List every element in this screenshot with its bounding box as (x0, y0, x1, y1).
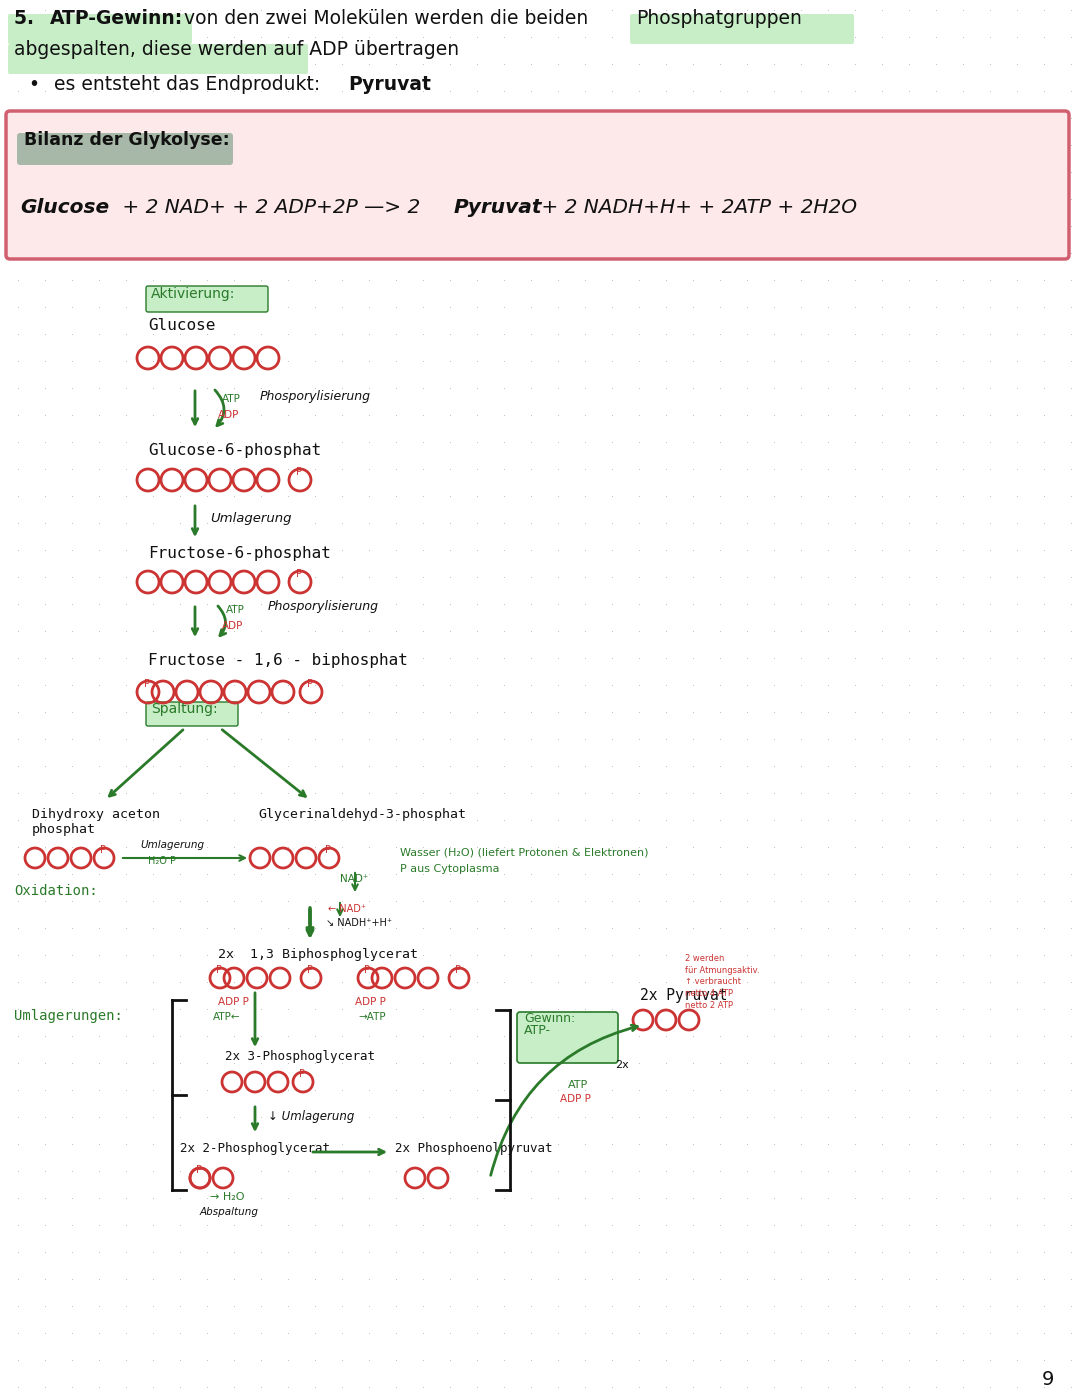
Text: 2x 2-Phosphoglycerat: 2x 2-Phosphoglycerat (180, 1142, 330, 1156)
Text: ADP: ADP (222, 620, 243, 631)
FancyBboxPatch shape (630, 14, 854, 45)
Text: Umlagerung: Umlagerung (210, 512, 292, 526)
FancyBboxPatch shape (146, 703, 238, 726)
Text: von den zwei Molekülen werden die beiden: von den zwei Molekülen werden die beiden (178, 8, 589, 28)
Text: 2x: 2x (615, 1059, 629, 1071)
Text: ATP-Gewinn:: ATP-Gewinn: (50, 8, 184, 28)
Text: ADP: ADP (218, 410, 240, 420)
Text: ATP: ATP (222, 395, 241, 404)
Text: Phosporylisierung: Phosporylisierung (268, 599, 379, 613)
Text: Bilanz der Glykolyse:: Bilanz der Glykolyse: (24, 131, 230, 149)
Text: Fructose - 1,6 - biphosphat: Fructose - 1,6 - biphosphat (148, 652, 408, 668)
Text: Umlagerung: Umlagerung (140, 841, 204, 850)
Text: P: P (296, 467, 302, 477)
Text: P: P (144, 679, 150, 689)
FancyBboxPatch shape (146, 286, 268, 312)
Text: ATP-: ATP- (524, 1025, 551, 1037)
Text: P: P (455, 965, 461, 974)
Text: ↘ NADH⁺+H⁺: ↘ NADH⁺+H⁺ (326, 919, 392, 928)
FancyBboxPatch shape (8, 14, 192, 45)
Text: P: P (307, 679, 313, 689)
Text: 5.: 5. (14, 8, 54, 28)
Text: →ATP: →ATP (357, 1012, 386, 1022)
Text: 2x 3-Phosphoglycerat: 2x 3-Phosphoglycerat (225, 1050, 375, 1064)
Text: Pyruvat: Pyruvat (454, 198, 542, 217)
Text: 2x Pyruvat: 2x Pyruvat (640, 988, 728, 1004)
Text: Gewinn:: Gewinn: (524, 1012, 576, 1025)
Text: P: P (325, 845, 330, 855)
Text: Phosporylisierung: Phosporylisierung (260, 390, 372, 403)
Text: P: P (296, 569, 302, 579)
Text: Glucose-6-phosphat: Glucose-6-phosphat (148, 443, 321, 459)
Text: P: P (299, 1069, 305, 1079)
Text: + 2 NAD+ + 2 ADP+2P —> 2: + 2 NAD+ + 2 ADP+2P —> 2 (116, 198, 427, 217)
Text: Phosphatgruppen: Phosphatgruppen (636, 8, 801, 28)
Text: 2x Phosphoenolpyruvat: 2x Phosphoenolpyruvat (395, 1142, 553, 1156)
Text: Oxidation:: Oxidation: (14, 884, 98, 898)
Text: P: P (100, 845, 106, 855)
Text: P: P (364, 965, 370, 974)
Text: Glycerinaldehyd-3-phosphat: Glycerinaldehyd-3-phosphat (258, 809, 465, 821)
Text: Abspaltung: Abspaltung (200, 1207, 259, 1217)
Text: P: P (216, 965, 222, 974)
Text: ADP P: ADP P (561, 1094, 591, 1104)
Text: Aktivierung:: Aktivierung: (151, 287, 235, 301)
Text: phosphat: phosphat (32, 822, 96, 836)
Text: Glucose: Glucose (148, 318, 215, 333)
Text: Wasser (H₂O) (liefert Protonen & Elektronen): Wasser (H₂O) (liefert Protonen & Elektro… (400, 848, 648, 857)
Text: Pyruvat: Pyruvat (348, 75, 431, 93)
Text: ↓ Umlagerung: ↓ Umlagerung (268, 1110, 354, 1124)
Text: Fructose-6-phosphat: Fructose-6-phosphat (148, 546, 330, 560)
Text: abgespalten, diese werden auf ADP übertragen: abgespalten, diese werden auf ADP übertr… (14, 40, 459, 59)
Text: ADP P: ADP P (218, 997, 248, 1006)
Text: es entsteht das Endprodukt:: es entsteht das Endprodukt: (48, 75, 326, 93)
FancyBboxPatch shape (6, 112, 1069, 259)
Text: P aus Cytoplasma: P aus Cytoplasma (400, 864, 499, 874)
Text: Spaltung:: Spaltung: (151, 703, 218, 717)
Text: ATP: ATP (226, 605, 245, 615)
Text: P: P (195, 1165, 202, 1175)
Text: P: P (307, 965, 313, 974)
Text: ATP: ATP (568, 1080, 589, 1090)
Text: ← NAD⁺: ← NAD⁺ (328, 903, 366, 914)
Text: NAD⁺: NAD⁺ (340, 874, 368, 884)
Text: 9: 9 (1042, 1370, 1054, 1388)
FancyBboxPatch shape (8, 45, 308, 74)
Text: 2 werden
für Atmungsaktiv.
↑ verbraucht
netto 4 ATP
netto 2 ATP: 2 werden für Atmungsaktiv. ↑ verbraucht … (685, 953, 759, 1011)
Text: Umlagerungen:: Umlagerungen: (14, 1009, 123, 1023)
Text: ADP P: ADP P (355, 997, 386, 1006)
Text: → H₂O: → H₂O (210, 1192, 244, 1202)
FancyBboxPatch shape (17, 132, 233, 164)
Text: •: • (28, 75, 39, 93)
FancyBboxPatch shape (517, 1012, 618, 1064)
Text: H₂O P: H₂O P (148, 856, 176, 866)
Text: + 2 NADH+H+ + 2ATP + 2H2O: + 2 NADH+H+ + 2ATP + 2H2O (535, 198, 858, 217)
Text: ATP←: ATP← (213, 1012, 241, 1022)
Text: Glucose: Glucose (21, 198, 109, 217)
Text: Dihydroxy aceton: Dihydroxy aceton (32, 809, 160, 821)
Text: 2x  1,3 Biphosphoglycerat: 2x 1,3 Biphosphoglycerat (218, 948, 418, 960)
